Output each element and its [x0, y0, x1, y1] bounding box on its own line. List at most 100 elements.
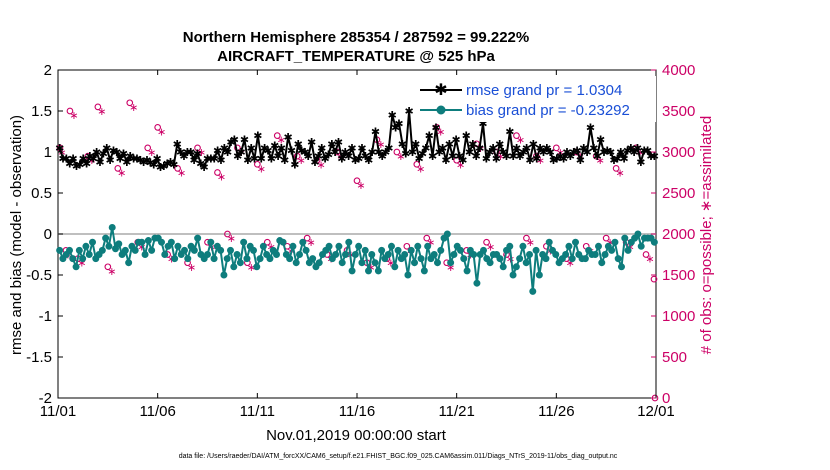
bias-point — [499, 263, 507, 271]
bias-point — [542, 255, 550, 263]
obs-assimilated-point: ∗ — [416, 162, 425, 175]
bias-point — [457, 246, 464, 254]
bias-point — [325, 242, 333, 250]
bias-point — [447, 259, 455, 267]
bias-point — [240, 238, 248, 246]
bias-point — [204, 251, 211, 258]
bias-point — [634, 230, 642, 238]
rmse-point: ✱ — [579, 142, 588, 155]
obs-possible-point — [483, 238, 490, 246]
bias-point — [342, 251, 349, 258]
bias-point — [591, 251, 599, 258]
bias-point — [158, 238, 165, 246]
rmse-point: ✱ — [206, 153, 215, 166]
bias-point — [414, 242, 422, 250]
obs-possible-point — [66, 107, 74, 115]
rmse-point: ✱ — [468, 138, 477, 151]
rmse-point: ✱ — [492, 153, 501, 166]
y-left-tick-label: -2 — [39, 390, 52, 407]
rmse-point: ✱ — [351, 154, 360, 167]
rmse-point: ✱ — [374, 146, 383, 159]
obs-possible-point — [523, 234, 530, 242]
y-right-tick-label: 3000 — [662, 144, 695, 161]
obs-possible-point — [94, 103, 102, 111]
bias-point — [296, 251, 303, 258]
y-right-axis-ticks: 4000 3500 3000 2500 2000 1500 1000 500 0 — [651, 62, 695, 407]
rmse-point: ✱ — [401, 148, 410, 161]
obs-assimilated-point: ∗ — [616, 167, 625, 180]
rmse-point: ✱ — [129, 153, 138, 166]
rmse-point: ✱ — [173, 138, 182, 151]
obs-assimilated-point: ∗ — [307, 236, 316, 249]
obs-possible-point — [413, 160, 421, 168]
rmse-point: ✱ — [613, 153, 622, 166]
bias-point — [174, 242, 182, 250]
bias-point — [535, 271, 543, 279]
rmse-point: ✱ — [475, 142, 484, 155]
bias-point — [420, 267, 428, 275]
bias-point — [568, 255, 576, 263]
bias-point — [601, 251, 609, 258]
rmse-point: ✱ — [502, 150, 511, 163]
rmse-point: ✱ — [556, 150, 565, 163]
y-right-tick-label: 0 — [662, 390, 670, 407]
obs-possible-point — [642, 251, 650, 258]
obs-assimilated-point: ∗ — [366, 261, 375, 274]
rmse-point: ✱ — [304, 150, 313, 163]
rmse-point: ✱ — [445, 138, 454, 151]
rmse-point: ✱ — [58, 153, 67, 166]
bias-point — [309, 255, 317, 263]
bias-point — [167, 238, 175, 246]
rmse-point: ✱ — [609, 154, 618, 167]
x-tick-label: 11/01 — [40, 403, 76, 420]
rmse-point: ✱ — [478, 117, 487, 130]
rmse-point: ✱ — [472, 150, 481, 163]
rmse-point: ✱ — [277, 142, 286, 155]
bias-point — [72, 263, 80, 271]
bias-point — [112, 245, 119, 253]
rmse-point: ✱ — [250, 153, 259, 166]
rmse-point: ✱ — [62, 153, 71, 166]
bias-point — [220, 271, 228, 279]
rmse-point: ✱ — [341, 146, 350, 159]
obs-assimilated-point: ∗ — [217, 171, 226, 184]
rmse-point: ✱ — [441, 154, 450, 167]
bias-point — [279, 238, 287, 246]
rmse-point: ✱ — [331, 146, 340, 159]
rmse-point: ✱ — [75, 158, 84, 171]
obs-possible-point — [453, 156, 461, 164]
rmse-point: ✱ — [287, 144, 296, 157]
rmse-point: ✱ — [324, 148, 333, 161]
rmse-point: ✱ — [549, 154, 558, 167]
rmse-point: ✱ — [347, 142, 356, 155]
obs-possible-point — [194, 144, 201, 152]
obs-assimilated-point: ∗ — [496, 150, 505, 163]
obs-assimilated-point: ∗ — [486, 240, 495, 253]
rmse-point: ✱ — [451, 134, 460, 147]
bias-point — [450, 251, 458, 258]
rmse-point: ✱ — [149, 158, 158, 171]
rmse-point: ✱ — [122, 156, 131, 169]
obs-assimilated-point: ∗ — [297, 154, 306, 167]
bias-point — [496, 255, 504, 263]
rmse-point: ✱ — [344, 150, 353, 163]
bias-point — [650, 238, 658, 246]
bias-point — [614, 255, 622, 263]
obs-possible-point — [224, 230, 231, 238]
rmse-point: ✱ — [156, 161, 165, 174]
rmse-point: ✱ — [273, 150, 282, 163]
rmse-point: ✱ — [626, 142, 635, 155]
rmse-point: ✱ — [280, 154, 289, 167]
bias-point — [598, 259, 606, 267]
rmse-point: ✱ — [213, 144, 222, 157]
rmse-point: ✱ — [233, 150, 242, 163]
obs-assimilated-point: ∗ — [556, 146, 565, 159]
bias-point — [371, 259, 379, 267]
obs-assimilated-point: ∗ — [426, 236, 435, 249]
bias-point — [473, 279, 481, 287]
rmse-point: ✱ — [368, 146, 377, 159]
rmse-point: ✱ — [509, 150, 518, 163]
bias-point — [286, 255, 294, 263]
obs-possible-point — [154, 124, 162, 131]
obs-assimilated-point: ∗ — [596, 154, 605, 167]
